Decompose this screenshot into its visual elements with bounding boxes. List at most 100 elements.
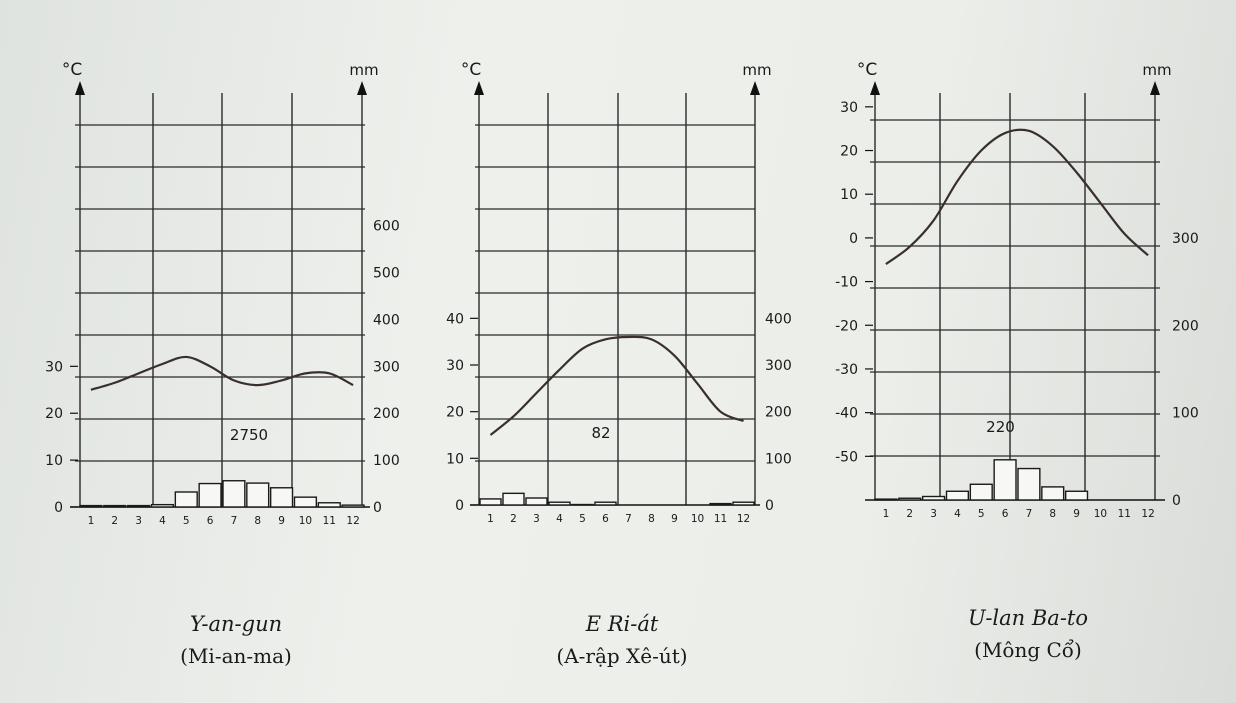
precip-bar (1064, 490, 1089, 501)
month-tick-label: 8 (254, 515, 261, 527)
temperature-line (489, 335, 744, 436)
temp-tick-label: -40 (835, 406, 858, 422)
precip-tick-label: 100 (1172, 406, 1199, 422)
precip-bar (293, 496, 318, 508)
month-tick-label: 9 (278, 515, 285, 527)
precip-tick-label: 500 (373, 266, 400, 282)
month-tick-label: 2 (906, 508, 913, 520)
temperature-line (90, 355, 354, 391)
y-axis-arrow (870, 81, 880, 95)
temp-tick-label: 20 (840, 144, 858, 160)
temperature-line (885, 128, 1149, 265)
precip-tick-label: 400 (373, 312, 400, 328)
temp-tick-label: 20 (446, 405, 464, 421)
chart-2: °C mm1 2 3 4 5 6 7 8 9 10 11 12-50-40-30-20-10010203… (835, 60, 1199, 520)
month-tick-label: 11 (714, 513, 727, 525)
precip-bar (594, 501, 617, 506)
month-tick-label: 11 (323, 515, 336, 527)
month-tick-label: 12 (1141, 508, 1154, 520)
temp-tick-label: 10 (45, 453, 63, 469)
precip-bar (222, 480, 246, 508)
precip-bar (174, 491, 198, 508)
country-name: (Mông Cổ) (974, 638, 1082, 662)
right-unit-label: mm (742, 61, 771, 79)
precip-bar (969, 483, 993, 501)
temp-tick-label: 10 (446, 451, 464, 467)
temp-tick-label: 10 (840, 187, 858, 203)
month-tick-label: 10 (1094, 508, 1107, 520)
precip-bar (150, 503, 175, 508)
month-tick-label: 10 (299, 515, 312, 527)
temp-tick-label: -20 (835, 318, 858, 334)
precip-bar (269, 487, 294, 508)
precip-bar (732, 501, 755, 506)
temp-tick-label: 0 (849, 231, 858, 247)
temp-tick-label: -50 (835, 449, 858, 465)
temp-tick-label: 0 (54, 500, 63, 516)
precip-bar (993, 459, 1017, 501)
month-tick-label: 1 (487, 513, 494, 525)
country-name: (Mi-an-ma) (180, 644, 292, 668)
precip-tick-label: 200 (1172, 318, 1199, 334)
temp-tick-label: -30 (835, 362, 858, 378)
y-axis-arrow (357, 81, 367, 95)
station-name: E Ri-át (585, 612, 659, 636)
precip-tick-label: 100 (373, 453, 400, 469)
precip-tick-label: 600 (373, 219, 400, 235)
precip-tick-label: 300 (765, 358, 792, 374)
caption-ulaanbaatar: U-lan Ba-to (Mông Cổ) (898, 606, 1158, 662)
temp-tick-label: 40 (446, 311, 464, 327)
temp-tick-label: -10 (835, 275, 858, 291)
annual-total-label: 2750 (230, 426, 268, 444)
chart-0: °C mm1 2 3 4 5 6 7 8 9 10 11 12010203001002003004005… (45, 60, 400, 527)
y-axis-arrow (750, 81, 760, 95)
y-axis-arrow (474, 81, 484, 95)
precip-tick-label: 0 (373, 500, 382, 516)
month-tick-label: 7 (625, 513, 632, 525)
precip-bar (502, 492, 525, 506)
temp-tick-label: 30 (840, 100, 858, 116)
left-unit-label: °C (62, 60, 82, 80)
chart-1: °C mm1 2 3 4 5 6 7 8 9 10 11 12010203040010020030040… (446, 60, 792, 525)
temp-tick-label: 30 (45, 359, 63, 375)
precip-tick-label: 200 (765, 405, 792, 421)
station-name: Y-an-gun (189, 612, 283, 636)
precip-tick-label: 400 (765, 311, 792, 327)
annual-total-label: 82 (591, 424, 610, 442)
precip-bar (317, 502, 341, 508)
precip-bar (874, 498, 898, 501)
right-unit-label: mm (349, 61, 378, 79)
month-tick-label: 3 (135, 515, 142, 527)
y-axis-arrow (1150, 81, 1160, 95)
precip-bar (898, 497, 922, 501)
month-tick-label: 8 (1049, 508, 1056, 520)
precip-tick-label: 0 (1172, 493, 1181, 509)
caption-riyadh: E Ri-át (A-rập Xê-út) (492, 612, 752, 668)
month-tick-label: 9 (1073, 508, 1080, 520)
precip-bar (548, 501, 571, 506)
annual-total-label: 220 (986, 418, 1015, 436)
month-tick-label: 8 (648, 513, 655, 525)
month-tick-label: 6 (1002, 508, 1009, 520)
month-tick-label: 2 (111, 515, 118, 527)
precip-bar (479, 498, 502, 506)
month-tick-label: 12 (346, 515, 359, 527)
precip-bar (709, 502, 732, 506)
precip-tick-label: 100 (765, 451, 792, 467)
precip-tick-label: 300 (1172, 231, 1199, 247)
precip-bar (1017, 467, 1041, 501)
month-tick-label: 5 (579, 513, 586, 525)
precip-bar (103, 504, 127, 508)
month-tick-label: 7 (231, 515, 238, 527)
month-tick-label: 2 (510, 513, 517, 525)
precip-bar (945, 490, 970, 501)
precip-bar (921, 495, 946, 501)
month-tick-label: 12 (737, 513, 750, 525)
precip-bar (341, 504, 365, 508)
precip-bar (79, 504, 103, 508)
right-unit-label: mm (1142, 61, 1171, 79)
month-tick-label: 3 (533, 513, 540, 525)
month-tick-label: 5 (183, 515, 190, 527)
precip-bar (198, 482, 222, 508)
